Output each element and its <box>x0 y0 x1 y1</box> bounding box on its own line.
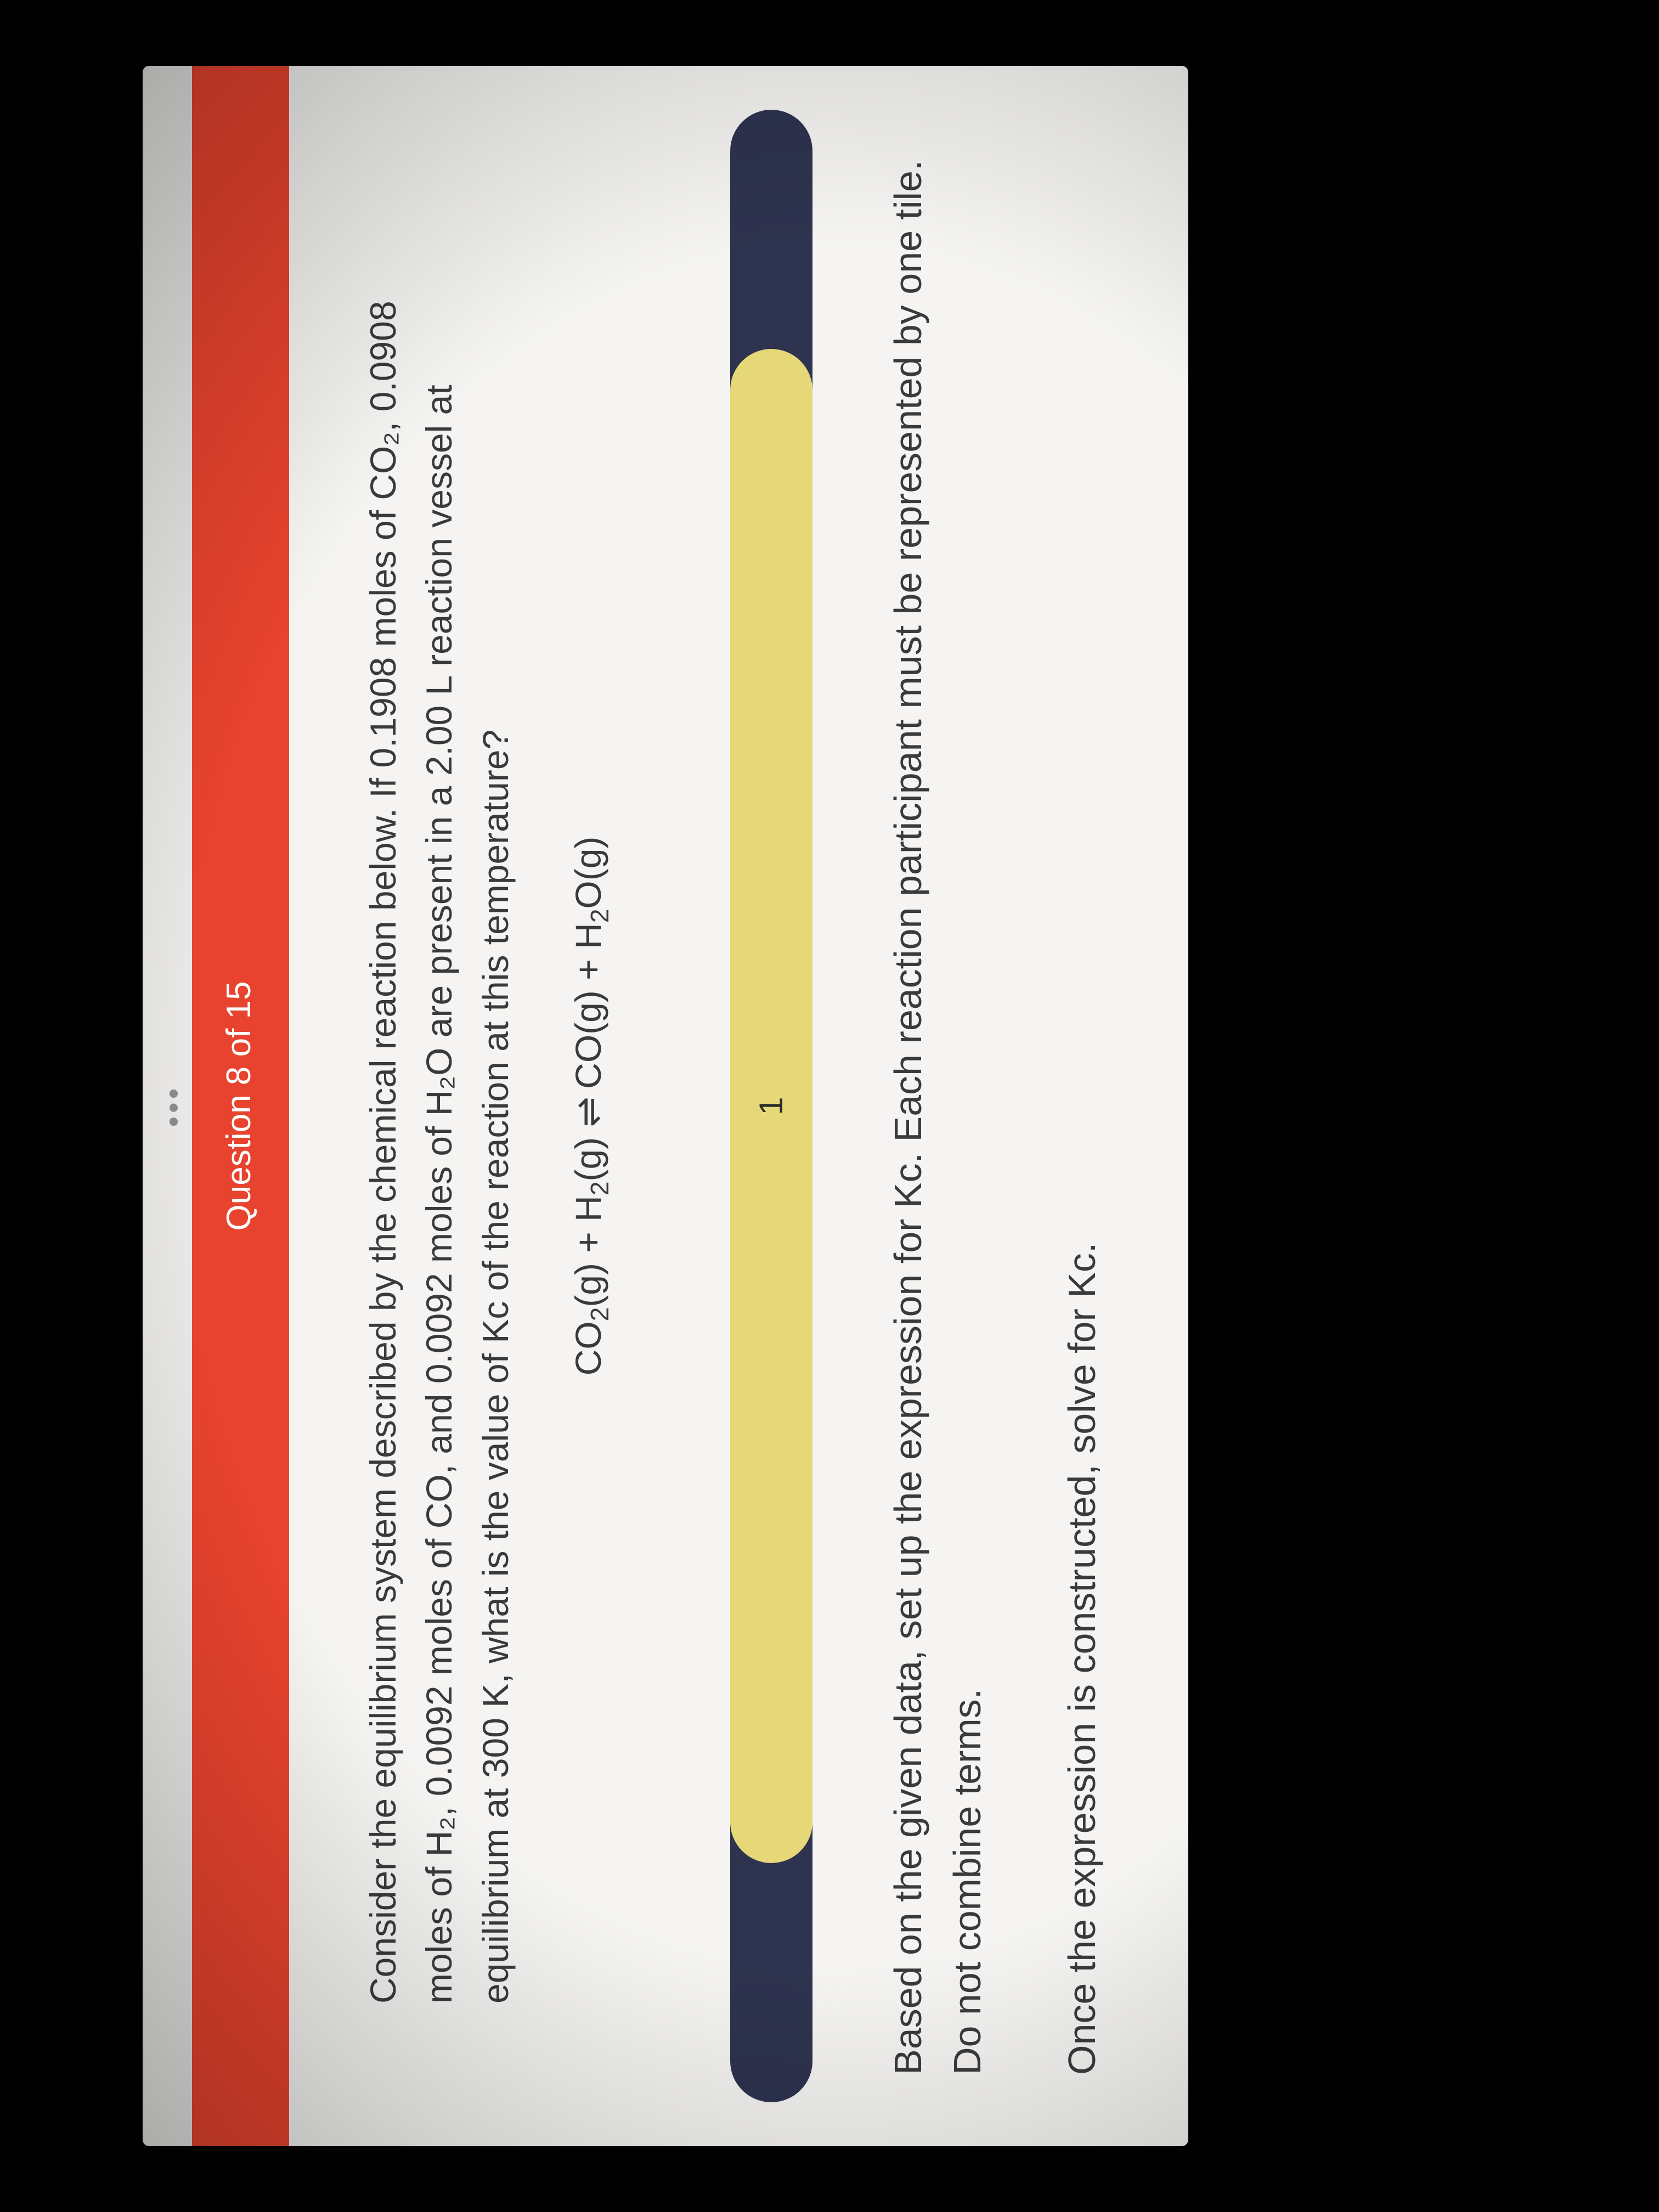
instruction-text-2: Once the expression is constructed, solv… <box>1052 137 1112 2075</box>
bottom-spacer <box>1111 66 1188 2146</box>
question-prompt-text: Consider the equilibrium system describe… <box>355 208 523 2004</box>
question-header-bar: Question 8 of 15 <box>192 66 289 2146</box>
question-counter-label: Question 8 of 15 <box>220 981 258 1231</box>
more-dots-icon[interactable]: ••• <box>158 1085 189 1127</box>
question-body: Consider the equilibrium system describe… <box>289 66 659 2146</box>
instruction-text-1: Based on the given data, set up the expr… <box>878 137 997 2075</box>
step-progress-capsule[interactable]: 1 <box>730 110 812 2102</box>
browser-tab-strip: ••• <box>143 66 192 2146</box>
progress-capsule-container: 1 <box>730 110 812 2102</box>
question-card: ••• Question 8 of 15 Consider the equili… <box>143 66 1188 2146</box>
step-number-label: 1 <box>752 1097 790 1115</box>
screen-photo-frame: ••• Question 8 of 15 Consider the equili… <box>0 0 1659 2212</box>
chemical-equation: CO2(g) + H2(g) ⇌ CO(g) + H2O(g) <box>567 208 610 2004</box>
